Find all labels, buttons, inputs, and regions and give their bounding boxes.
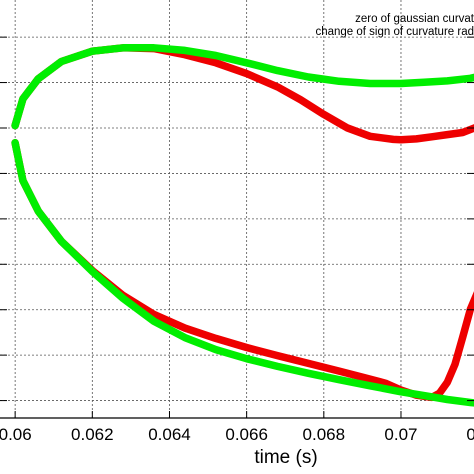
series-1-point — [183, 336, 187, 339]
x-tick-label-5: 0.07 — [384, 425, 417, 444]
series-1-point — [276, 69, 279, 72]
series-0-point — [446, 133, 449, 136]
series-0-point — [245, 346, 248, 349]
series-0-point — [430, 135, 433, 138]
series-1-point — [469, 77, 472, 80]
series-0-point — [392, 138, 395, 141]
series-0-point — [152, 313, 156, 316]
series-1-point — [122, 297, 125, 300]
series-1-point — [368, 384, 372, 387]
series-1-point — [21, 97, 25, 101]
series-0-point — [461, 131, 464, 134]
series-0-point — [415, 137, 418, 141]
series-1-point — [214, 348, 217, 351]
series-1-point — [152, 46, 156, 49]
grid — [0, 0, 474, 418]
axes — [0, 36, 474, 419]
series-1-point — [446, 398, 449, 401]
series-1-point — [338, 378, 341, 381]
series-0-point — [338, 369, 341, 373]
series-1-point — [245, 61, 248, 64]
series-0-point — [399, 138, 403, 141]
series-1-point — [399, 82, 403, 85]
series-0-point — [307, 362, 310, 365]
x-tick-label-0: 0.06 — [0, 425, 32, 444]
series-1-point — [60, 60, 63, 63]
series-1-point — [37, 210, 40, 213]
series-1-point — [399, 390, 403, 393]
series-1-point — [422, 81, 426, 84]
series-1-point — [183, 49, 187, 52]
series-1-point — [214, 54, 217, 57]
series-1-point — [446, 79, 449, 83]
series-1-point — [245, 357, 248, 360]
series-1-point — [91, 50, 94, 53]
series-0-point — [453, 363, 457, 366]
legend-label-0: zero of gaussian curvat — [355, 13, 474, 25]
series-1-point — [338, 80, 341, 83]
series-0-point — [276, 354, 279, 357]
series-layer — [11, 44, 474, 407]
series-1-point — [276, 365, 279, 368]
series-1-point — [91, 270, 94, 273]
series-0-point — [276, 85, 279, 89]
x-tick-labels: 0.06 0.062 0.064 0.066 0.068 0.07 0.0 — [0, 425, 474, 444]
x-tick-label-1: 0.062 — [71, 425, 114, 444]
series-1-point — [13, 124, 17, 127]
series-0-point — [345, 126, 349, 129]
series-0-point — [245, 72, 248, 75]
series-0-point — [214, 337, 217, 340]
series-0-point — [384, 382, 387, 385]
series-1-point — [122, 46, 125, 49]
series-0-point — [446, 381, 449, 384]
series-0-point — [183, 326, 187, 330]
series-1-point — [60, 240, 63, 243]
x-tick-label-2: 0.064 — [148, 425, 191, 444]
x-tick-label-3: 0.066 — [225, 425, 268, 444]
series-1-point — [307, 75, 310, 79]
series-0-point — [361, 375, 364, 379]
series-0-point — [461, 336, 464, 339]
series-0-point — [214, 61, 217, 64]
series-0-point — [438, 391, 441, 395]
series-1-point — [307, 372, 310, 375]
series-0-point — [368, 135, 372, 138]
series-1-point — [37, 77, 40, 80]
legend-label-1: change of sign of curvature rad — [315, 26, 474, 38]
series-0-point — [299, 98, 302, 102]
series-1-point — [422, 394, 426, 397]
x-axis-title: time (s) — [254, 447, 317, 468]
x-tick-label-4: 0.068 — [303, 425, 346, 444]
series-1-point — [13, 141, 17, 144]
series-0-point — [322, 113, 325, 116]
series-1-point — [368, 82, 372, 85]
series-1-point — [21, 179, 25, 182]
series-1-point — [152, 320, 156, 323]
x-tick-label-6: 0.0 — [466, 425, 474, 444]
series-1-point — [469, 401, 472, 404]
